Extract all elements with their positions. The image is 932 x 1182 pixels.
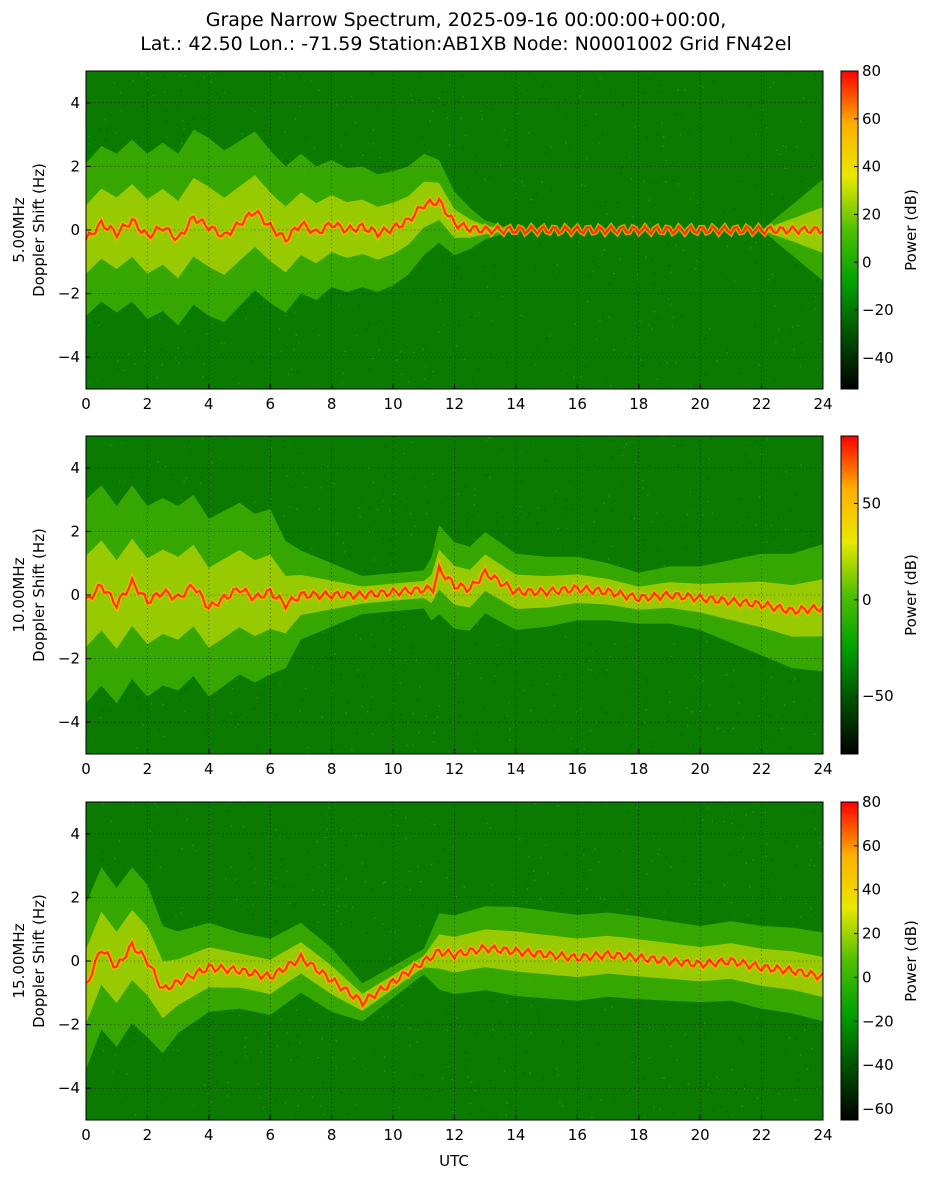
y-tick-label: −4 — [58, 1079, 80, 1097]
colorbar-tick-label: 0 — [862, 253, 872, 271]
y-tick-label: −4 — [58, 348, 80, 366]
x-tick-label: 20 — [691, 760, 710, 778]
x-tick-label: 10 — [384, 760, 403, 778]
x-tick-label: 24 — [813, 1126, 832, 1144]
colorbar — [840, 435, 859, 755]
y-tick-label: −2 — [58, 285, 80, 303]
x-tick-label: 14 — [506, 395, 525, 413]
x-tick-label: 6 — [265, 1126, 275, 1144]
x-tick-label: 4 — [204, 395, 214, 413]
x-tick-label: 6 — [265, 395, 275, 413]
colorbar-tick-label: 60 — [862, 837, 881, 855]
x-tick-label: 8 — [327, 1126, 337, 1144]
x-tick-label: 0 — [81, 1126, 91, 1144]
y-axis-label-frequency: 5.00MHz — [10, 197, 28, 263]
colorbar-tick-label: −50 — [862, 687, 894, 705]
grid-lines — [86, 802, 823, 1120]
x-tick-label: 16 — [568, 1126, 587, 1144]
x-tick-label: 12 — [445, 395, 464, 413]
colorbar-tick-label: 40 — [862, 881, 881, 899]
figure-title-line1: Grape Narrow Spectrum, 2025-09-16 00:00:… — [206, 9, 727, 31]
x-tick-label: 16 — [568, 395, 587, 413]
grid-lines — [86, 71, 823, 389]
y-tick-label: −2 — [58, 1016, 80, 1034]
x-tick-label: 0 — [81, 395, 91, 413]
x-tick-label: 4 — [204, 1126, 214, 1144]
grid-lines — [86, 436, 823, 754]
y-tick-label: 2 — [70, 157, 80, 175]
y-axis-label-frequency: 15.00MHz — [10, 923, 28, 998]
y-tick-label: 4 — [70, 825, 80, 843]
colorbar-tick-label: 0 — [862, 591, 872, 609]
x-tick-label: 18 — [629, 395, 648, 413]
y-tick-label: 0 — [70, 952, 80, 970]
colorbar-tick-label: 80 — [862, 793, 881, 811]
x-tick-label: 18 — [629, 760, 648, 778]
colorbar-label: Power (dB) — [902, 554, 920, 636]
x-tick-label: 2 — [143, 1126, 153, 1144]
x-tick-label: 22 — [752, 760, 771, 778]
colorbar — [840, 70, 859, 390]
colorbar-tick-label: 80 — [862, 62, 881, 80]
colorbar-tick-label: −40 — [862, 349, 894, 367]
y-tick-label: 2 — [70, 888, 80, 906]
x-tick-label: 20 — [691, 395, 710, 413]
colorbar-tick-label: 50 — [862, 494, 881, 512]
y-tick-label: 2 — [70, 522, 80, 540]
x-tick-label: 14 — [506, 1126, 525, 1144]
x-tick-label: 24 — [813, 760, 832, 778]
x-axis-label: UTC — [439, 1152, 469, 1170]
y-tick-label: 0 — [70, 586, 80, 604]
colorbar-tick-label: 20 — [862, 925, 881, 943]
y-axis-label-doppler: Doppler Shift (Hz) — [30, 163, 48, 297]
x-tick-label: 10 — [384, 395, 403, 413]
colorbar-tick-label: −60 — [862, 1100, 894, 1118]
y-axis-label-doppler: Doppler Shift (Hz) — [30, 528, 48, 662]
colorbar-tick-label: −20 — [862, 1012, 894, 1030]
colorbar-tick-label: 0 — [862, 968, 872, 986]
x-tick-label: 2 — [143, 760, 153, 778]
x-tick-label: 22 — [752, 395, 771, 413]
y-axis-label-doppler: Doppler Shift (Hz) — [30, 894, 48, 1028]
x-tick-label: 12 — [445, 1126, 464, 1144]
colorbar-label: Power (dB) — [902, 189, 920, 271]
x-tick-label: 4 — [204, 760, 214, 778]
x-tick-label: 12 — [445, 760, 464, 778]
colorbar-tick-label: −20 — [862, 301, 894, 319]
y-tick-label: −4 — [58, 713, 80, 731]
y-tick-label: 4 — [70, 94, 80, 112]
colorbar-tick-label: 40 — [862, 158, 881, 176]
y-tick-label: −2 — [58, 650, 80, 668]
colorbar-tick-label: 20 — [862, 205, 881, 223]
x-tick-label: 8 — [327, 395, 337, 413]
colorbar — [840, 801, 859, 1121]
x-tick-label: 6 — [265, 760, 275, 778]
colorbar-tick-label: 60 — [862, 110, 881, 128]
x-tick-label: 18 — [629, 1126, 648, 1144]
x-tick-label: 14 — [506, 760, 525, 778]
y-axis-label-frequency: 10.00MHz — [10, 557, 28, 632]
x-tick-label: 20 — [691, 1126, 710, 1144]
colorbar-tick-label: −40 — [862, 1056, 894, 1074]
x-tick-label: 8 — [327, 760, 337, 778]
x-tick-label: 2 — [143, 395, 153, 413]
y-tick-label: 0 — [70, 221, 80, 239]
colorbar-label: Power (dB) — [902, 920, 920, 1002]
x-tick-label: 22 — [752, 1126, 771, 1144]
y-tick-label: 4 — [70, 459, 80, 477]
x-tick-label: 16 — [568, 760, 587, 778]
x-tick-label: 10 — [384, 1126, 403, 1144]
x-tick-label: 24 — [813, 395, 832, 413]
x-tick-label: 0 — [81, 760, 91, 778]
figure-title-line2: Lat.: 42.50 Lon.: -71.59 Station:AB1XB N… — [140, 33, 792, 55]
